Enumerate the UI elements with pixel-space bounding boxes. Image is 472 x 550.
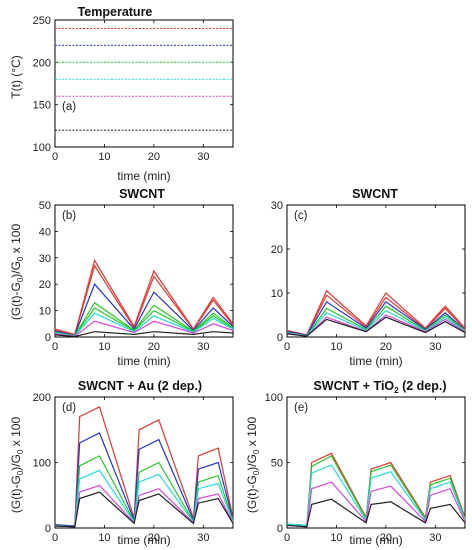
x-tick-label: 10	[98, 341, 110, 353]
y-tick-label: 20	[271, 244, 283, 256]
series-line-green	[54, 307, 234, 337]
x-axis-label-e: time (min)	[349, 533, 402, 547]
x-tick-label: 20	[380, 341, 392, 353]
y-tick-label: 30	[39, 253, 51, 265]
series-line-cyan	[54, 469, 234, 528]
y-tick-label: 200	[33, 392, 51, 404]
x-axis-label-a: time (min)	[117, 169, 170, 183]
y-axis-label-b: (G(t)-G0)/G0 x 100	[9, 224, 25, 321]
swcnt-tio2-chart: SWCNT + TiO2 (2 dep.) (G(t)-G0)/G0 x 100…	[245, 379, 466, 547]
panel-label: (b)	[62, 210, 76, 222]
plot-frame	[286, 204, 466, 338]
x-tick-label: 30	[429, 341, 441, 353]
series-line-cyan	[286, 464, 466, 527]
x-tick-label: 30	[197, 151, 209, 163]
chart-title-c: SWCNT	[352, 187, 398, 201]
series-line-black	[286, 498, 466, 528]
x-tick-label: 0	[52, 341, 58, 353]
swcnt-au-chart: SWCNT + Au (2 dep.) (G(t)-G0)/G0 x 100 t…	[9, 379, 234, 547]
y-tick-label: 0	[45, 332, 51, 344]
panel-label: (c)	[294, 210, 308, 222]
panel-label: (d)	[62, 402, 76, 414]
x-tick-label: 20	[148, 532, 160, 544]
panel-label: (a)	[62, 101, 76, 113]
swcnt-chart-b: SWCNT (G(t)-G0)/G0 x 100 time (min) 0 10 2…	[9, 187, 234, 368]
y-tick-label: 200	[33, 57, 51, 69]
x-tick-label: 0	[52, 532, 58, 544]
y-tick-label: 0	[277, 523, 283, 535]
series-line-cyan	[286, 309, 466, 337]
y-tick-label: 100	[33, 142, 51, 154]
y-tick-label: 30	[271, 200, 283, 212]
x-axis-label-b: time (min)	[117, 354, 170, 368]
x-tick-label: 10	[330, 532, 342, 544]
chart-title-b: SWCNT	[119, 187, 165, 201]
series-line-cyan	[54, 312, 234, 337]
x-tick-label: 20	[148, 341, 160, 353]
x-tick-label: 10	[330, 341, 342, 353]
series-line-green	[54, 455, 234, 528]
series-line-blue	[54, 283, 234, 337]
y-axis-label-a: T(t) (°C)	[9, 55, 23, 98]
series-line-red	[54, 405, 234, 527]
swcnt-chart-c: SWCNT time (min) 0 10 20 30 0 10 20 30 (c)	[271, 187, 466, 368]
x-tick-label: 30	[429, 532, 441, 544]
x-tick-label: 20	[380, 532, 392, 544]
x-tick-label: 10	[98, 151, 110, 163]
x-tick-label: 30	[197, 532, 209, 544]
y-tick-label: 100	[265, 392, 283, 404]
series-line-magenta	[286, 481, 466, 528]
series-line-black	[286, 316, 466, 337]
y-tick-label: 150	[33, 100, 51, 112]
series-line-magenta	[54, 320, 234, 337]
plot-frame	[54, 19, 234, 148]
y-tick-label: 100	[33, 458, 51, 470]
series-line-black	[54, 331, 234, 338]
series-line-black	[54, 491, 234, 528]
x-tick-label: 0	[284, 532, 290, 544]
y-tick-label: 10	[39, 306, 51, 318]
x-axis-label-c: time (min)	[349, 354, 402, 368]
panel-label: (e)	[294, 402, 308, 414]
x-tick-label: 30	[197, 341, 209, 353]
y-tick-label: 0	[277, 332, 283, 344]
y-tick-label: 0	[45, 523, 51, 535]
y-tick-label: 250	[33, 15, 51, 27]
y-tick-label: 50	[271, 458, 283, 470]
series-line-red	[54, 264, 234, 336]
x-axis-label-d: time (min)	[117, 533, 170, 547]
x-tick-label: 0	[284, 341, 290, 353]
y-tick-label: 40	[39, 226, 51, 238]
x-tick-label: 0	[52, 151, 58, 163]
series-line-blue	[54, 432, 234, 527]
temperature-chart: Temperature T(t) (°C) time (min) 0 10 20 30…	[9, 5, 234, 183]
x-tick-label: 10	[98, 532, 110, 544]
series-line-blue	[286, 300, 466, 336]
y-axis-label-e: (G(t)-G0)/G0 x 100	[245, 417, 261, 514]
y-axis-label-d: (G(t)-G0)/G0 x 100	[9, 417, 25, 514]
plot-frame	[54, 204, 234, 338]
chart-title-d: SWCNT + Au (2 dep.)	[78, 379, 202, 393]
y-tick-label: 20	[39, 279, 51, 291]
chart-title-a: Temperature	[78, 5, 153, 19]
y-tick-label: 50	[39, 200, 51, 212]
chart-title-e: SWCNT + TiO2 (2 dep.)	[313, 379, 446, 395]
x-tick-label: 20	[148, 151, 160, 163]
y-tick-label: 10	[271, 288, 283, 300]
series-line-magenta	[54, 484, 234, 528]
